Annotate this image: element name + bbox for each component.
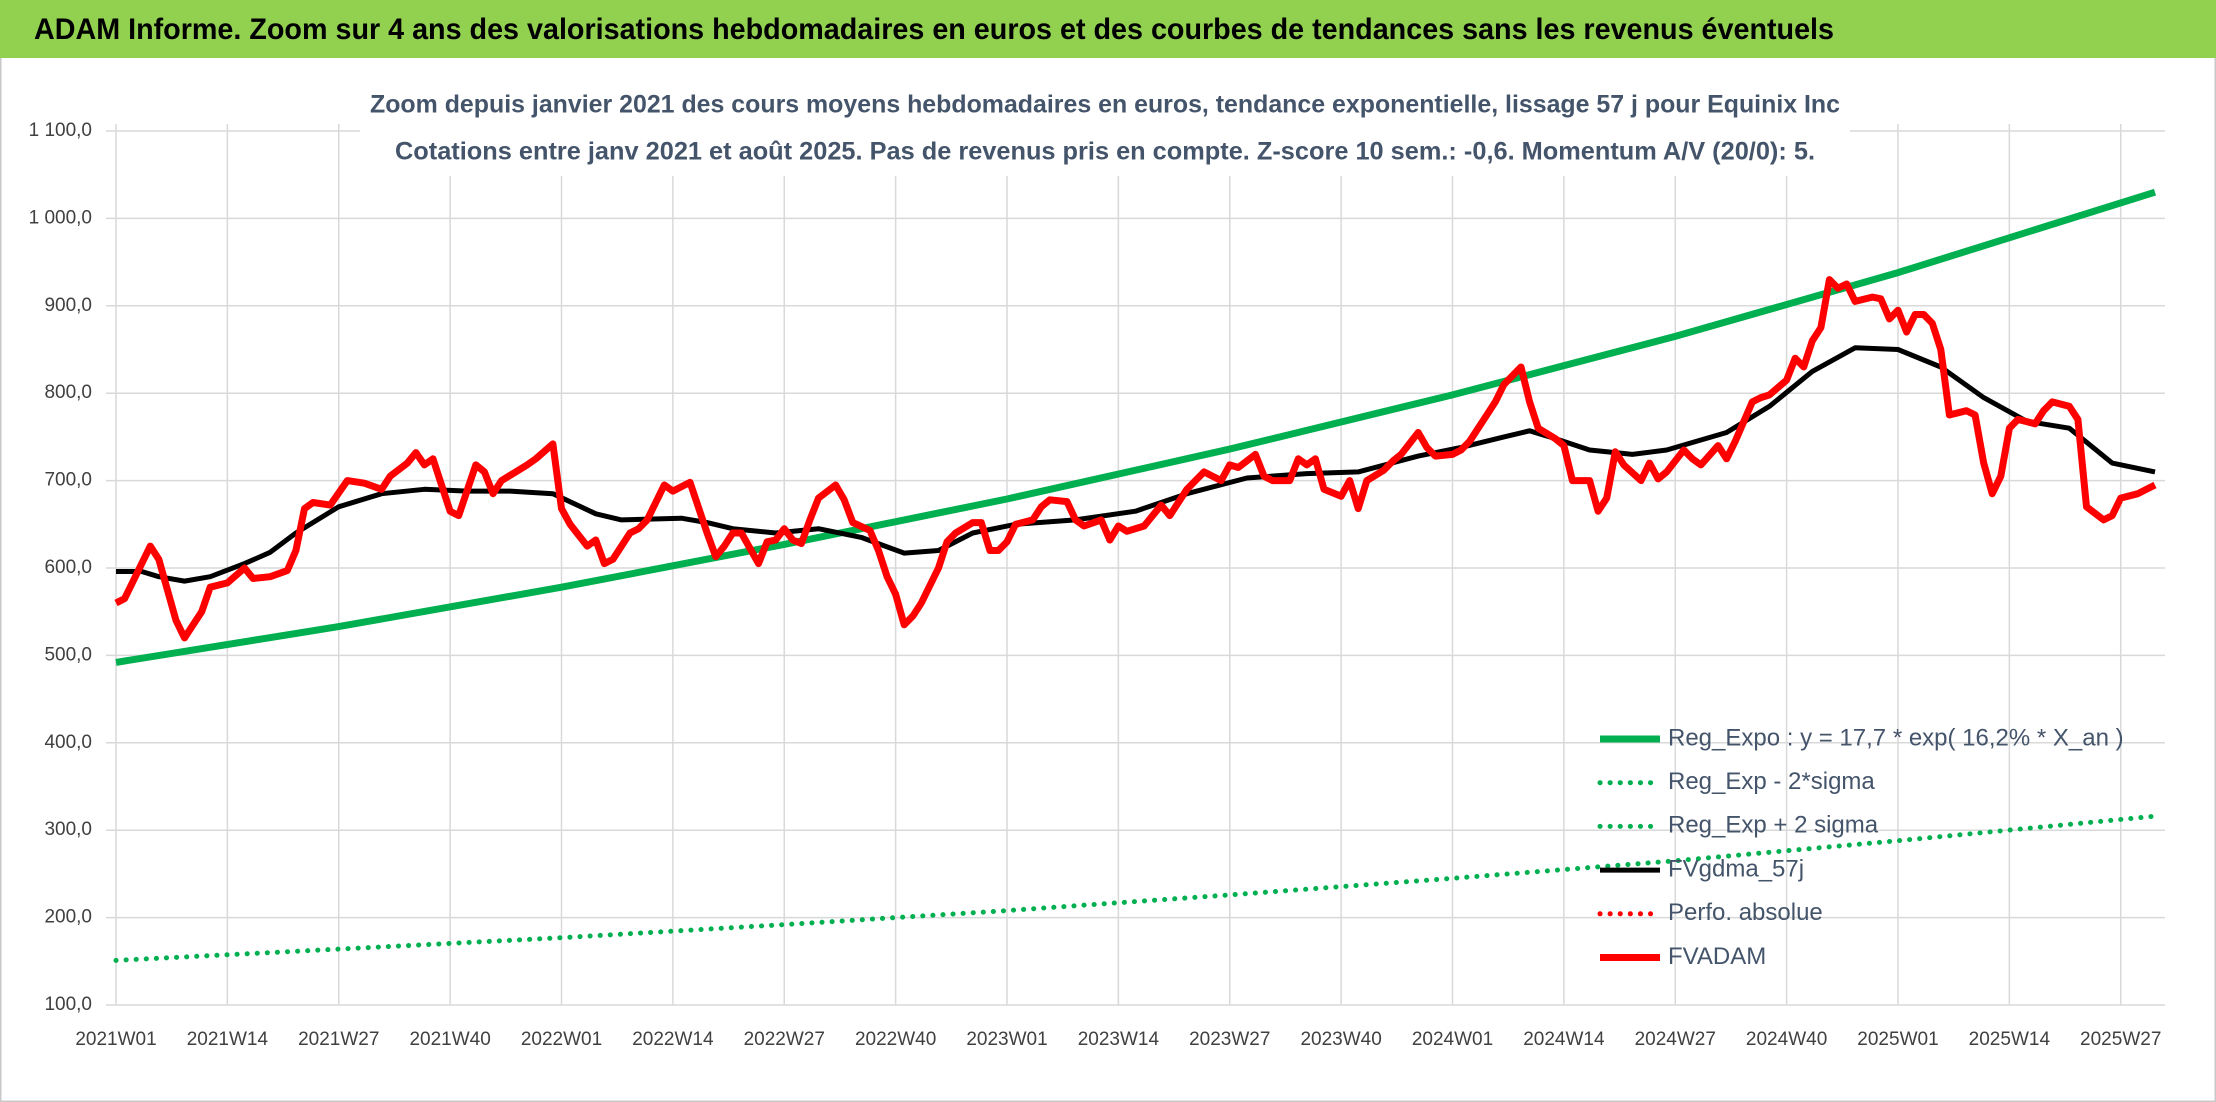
- y-tick-label: 500,0: [44, 644, 92, 665]
- x-tick-label: 2021W01: [75, 1029, 156, 1050]
- x-tick-label: 2025W01: [1857, 1029, 1938, 1050]
- x-tick-label: 2024W27: [1635, 1029, 1716, 1050]
- x-tick-label: 2025W27: [2080, 1029, 2161, 1050]
- y-tick-label: 200,0: [44, 907, 92, 928]
- chart-title: ADAM Informe. Zoom sur 4 ans des valoris…: [34, 13, 1834, 46]
- y-tick-label: 900,0: [44, 295, 92, 316]
- y-tick-label: 1 000,0: [29, 207, 92, 228]
- x-tick-label: 2023W01: [966, 1029, 1047, 1050]
- x-tick-label: 2021W27: [298, 1029, 379, 1050]
- series-line: [115, 188, 2157, 666]
- x-tick-label: 2024W01: [1412, 1029, 1493, 1050]
- x-tick-label: 2022W01: [521, 1029, 602, 1050]
- legend-label: Reg_Exp - 2*sigma: [1668, 768, 1875, 795]
- legend-label: Reg_Expo : y = 17,7 * exp( 16,2% * X_an …: [1668, 724, 2124, 751]
- legend-label: Reg_Exp + 2 sigma: [1668, 812, 1879, 839]
- x-tick-label: 2022W27: [744, 1029, 825, 1050]
- legend: Reg_Expo : y = 17,7 * exp( 16,2% * X_an …: [1597, 724, 2124, 970]
- grid: 100,0 200,0 300,0 400,0 500,0 600,0 700,0 800,0…: [29, 120, 2165, 1050]
- x-tick-label: 2023W40: [1300, 1029, 1381, 1050]
- y-tick-label: 300,0: [44, 819, 92, 840]
- y-tick-label: 1 100,0: [29, 120, 92, 141]
- x-tick-label: 2023W14: [1078, 1029, 1160, 1050]
- y-tick-label: 100,0: [44, 994, 92, 1015]
- y-tick-label: 800,0: [44, 382, 92, 403]
- series-line: [113, 813, 2158, 963]
- y-tick-label: 700,0: [44, 470, 92, 491]
- legend-label: FVADAM: [1668, 943, 1766, 970]
- title-bar: [0, 0, 2216, 58]
- x-tick-label: 2021W14: [187, 1029, 269, 1050]
- subtitle: Cotations entre janv 2021 et août 2025. …: [395, 138, 1815, 166]
- subtitle: Zoom depuis janvier 2021 des cours moyen…: [370, 91, 1840, 119]
- subtitle-bg: [360, 86, 1850, 176]
- y-tick-label: 600,0: [44, 557, 92, 578]
- x-tick-label: 2022W14: [632, 1029, 714, 1050]
- y-tick-label: 400,0: [44, 732, 92, 753]
- x-tick-label: 2022W40: [855, 1029, 936, 1050]
- x-tick-label: 2021W40: [409, 1029, 490, 1050]
- x-tick-label: 2024W40: [1746, 1029, 1827, 1050]
- legend-label: FVgdma_57j: [1668, 855, 1804, 882]
- plot-area: [113, 188, 2158, 963]
- series-line: [114, 276, 2157, 642]
- x-tick-label: 2024W14: [1523, 1029, 1605, 1050]
- legend-label: Perfo. absolue: [1668, 899, 1823, 926]
- x-tick-label: 2023W27: [1189, 1029, 1270, 1050]
- x-tick-label: 2025W14: [1969, 1029, 2051, 1050]
